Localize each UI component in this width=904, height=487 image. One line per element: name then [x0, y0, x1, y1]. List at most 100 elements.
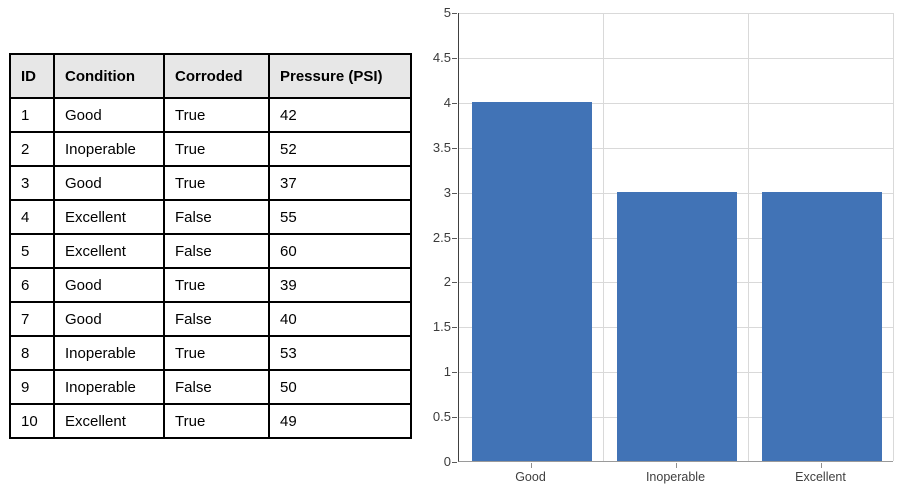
table-cell: Excellent: [53, 199, 165, 235]
bar-chart: 0 0.5 1 1.5 2 2.5 3 3.5 4 4.5 5 Good Inoperable Exce…: [430, 0, 904, 487]
table-cell: False: [163, 301, 270, 337]
y-axis-tick-label: 3.5: [432, 139, 451, 155]
gridline: [459, 57, 893, 59]
table-cell: 40: [268, 301, 412, 337]
y-axis-tick: [452, 57, 457, 59]
y-axis-tick: [452, 13, 457, 14]
table-cell: 37: [268, 165, 412, 201]
y-axis-tick-label: 3: [443, 184, 451, 200]
y-axis-tick: [452, 237, 457, 239]
y-axis-tick-label: 2.5: [432, 229, 451, 245]
table-cell: 50: [268, 369, 412, 405]
table-cell: 49: [268, 403, 412, 439]
table-cell: Inoperable: [53, 131, 165, 167]
column-header: ID: [9, 53, 55, 99]
table-cell: 6: [9, 267, 55, 303]
table-cell: True: [163, 335, 270, 371]
column-header: Pressure (PSI): [268, 53, 412, 99]
table-cell: 39: [268, 267, 412, 303]
table-cell: False: [163, 369, 270, 405]
table-cell: 3: [9, 165, 55, 201]
y-axis-tick-label: 1: [443, 364, 451, 380]
table-cell: 1: [9, 97, 55, 133]
gridline: [459, 147, 893, 149]
y-axis-tick: [452, 192, 457, 194]
table-cell: 7: [9, 301, 55, 337]
table-row: 4 Excellent False 55: [9, 199, 412, 235]
table-cell: Good: [53, 165, 165, 201]
table-row: 6 Good True 39: [9, 267, 412, 303]
x-axis-category-label: Inoperable: [645, 470, 706, 484]
bar-inoperable: [616, 191, 737, 461]
table-cell: 60: [268, 233, 412, 269]
gridline: [748, 13, 749, 461]
table-cell: 2: [9, 131, 55, 167]
y-axis-tick-label: 2: [443, 274, 451, 290]
table-cell: 55: [268, 199, 412, 235]
y-axis-tick: [452, 462, 457, 463]
table-cell: 42: [268, 97, 412, 133]
table-cell: 8: [9, 335, 55, 371]
table-row: 10 Excellent True 49: [9, 403, 412, 439]
table-cell: Excellent: [53, 233, 165, 269]
y-axis-tick-label: 1.5: [432, 319, 451, 335]
table-header-row: ID Condition Corroded Pressure (PSI): [9, 53, 412, 99]
y-axis-tick-label: 4.5: [432, 49, 451, 65]
table-cell: True: [163, 267, 270, 303]
y-axis-tick-label: 5: [443, 5, 451, 20]
y-axis-tick: [452, 102, 457, 104]
table-row: 8 Inoperable True 53: [9, 335, 412, 371]
gridline: [603, 13, 604, 461]
column-header: Condition: [53, 53, 165, 99]
table-cell: 10: [9, 403, 55, 439]
x-axis-tick: [820, 463, 822, 468]
table-cell: Good: [53, 97, 165, 133]
gridline: [459, 102, 893, 104]
table-cell: True: [163, 97, 270, 133]
y-axis-tick: [452, 417, 457, 419]
table-row: 3 Good True 37: [9, 165, 412, 201]
table-cell: True: [163, 131, 270, 167]
y-axis-tick: [452, 282, 457, 284]
table-cell: Inoperable: [53, 335, 165, 371]
table-cell: True: [163, 165, 270, 201]
table-cell: 4: [9, 199, 55, 235]
plot-area: [458, 13, 894, 462]
y-axis-tick-label: 4: [443, 94, 451, 110]
column-header: Corroded: [163, 53, 270, 99]
table-row: 1 Good True 42: [9, 97, 412, 133]
table-cell: False: [163, 199, 270, 235]
table-cell: Good: [53, 301, 165, 337]
y-axis-tick-label: 0: [443, 454, 451, 469]
data-table-container: ID Condition Corroded Pressure (PSI) 1 Good T…: [9, 53, 412, 439]
table-row: 7 Good False 40: [9, 301, 412, 337]
table-cell: 9: [9, 369, 55, 405]
x-axis-category-label: Excellent: [795, 470, 846, 484]
table-cell: Inoperable: [53, 369, 165, 405]
x-axis-category-label: Good: [515, 470, 546, 484]
gridline: [459, 13, 893, 14]
y-axis-tick: [452, 372, 457, 374]
table-cell: Excellent: [53, 403, 165, 439]
y-axis-tick: [452, 147, 457, 149]
y-axis-tick-label: 0.5: [432, 409, 451, 425]
table-cell: 53: [268, 335, 412, 371]
table-row: 9 Inoperable False 50: [9, 369, 412, 405]
table-row: 5 Excellent False 60: [9, 233, 412, 269]
y-axis-tick: [452, 327, 457, 329]
bar-good: [471, 101, 592, 461]
gridline: [893, 13, 894, 461]
table-cell: 5: [9, 233, 55, 269]
x-axis-tick: [675, 463, 677, 468]
table-body: 1 Good True 42 2 Inoperable True 52 3 Good True 37 4…: [9, 97, 412, 439]
table-header-row: ID Condition Corroded Pressure (PSI): [9, 53, 412, 99]
table-cell: Good: [53, 267, 165, 303]
table-cell: 52: [268, 131, 412, 167]
data-table: ID Condition Corroded Pressure (PSI) 1 Good T…: [9, 53, 412, 439]
table-cell: True: [163, 403, 270, 439]
table-cell: False: [163, 233, 270, 269]
table-row: 2 Inoperable True 52: [9, 131, 412, 167]
bar-excellent: [761, 191, 882, 461]
x-axis-tick: [530, 463, 532, 468]
